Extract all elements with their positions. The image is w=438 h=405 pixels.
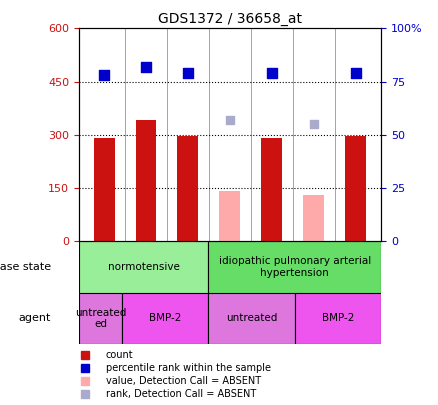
Bar	[208, 241, 381, 292]
Text: untreated
ed: untreated ed	[75, 308, 126, 329]
Bar	[304, 195, 325, 241]
Text: rank, Detection Call = ABSENT: rank, Detection Call = ABSENT	[106, 389, 256, 399]
Bar	[135, 120, 156, 241]
Point	[352, 70, 359, 76]
Title: GDS1372 / 36658_at: GDS1372 / 36658_at	[158, 12, 302, 26]
Text: normotensive: normotensive	[108, 262, 180, 272]
Bar	[79, 292, 122, 344]
Text: agent: agent	[18, 313, 51, 324]
Text: percentile rank within the sample: percentile rank within the sample	[106, 363, 271, 373]
Bar	[346, 136, 366, 241]
Text: untreated: untreated	[226, 313, 277, 324]
Point	[268, 70, 276, 76]
Point	[226, 117, 233, 123]
Text: disease state: disease state	[0, 262, 51, 272]
Bar	[79, 241, 208, 292]
Point	[100, 72, 107, 78]
Point	[184, 70, 191, 76]
Text: idiopathic pulmonary arterial
hypertension: idiopathic pulmonary arterial hypertensi…	[219, 256, 371, 277]
Bar	[261, 138, 283, 241]
Bar	[219, 191, 240, 241]
Point	[311, 121, 318, 127]
Text: count: count	[106, 350, 134, 360]
Bar	[122, 292, 208, 344]
Text: BMP-2: BMP-2	[149, 313, 181, 324]
Text: BMP-2: BMP-2	[321, 313, 354, 324]
Bar	[208, 292, 295, 344]
Bar	[177, 136, 198, 241]
Bar	[94, 138, 114, 241]
Bar	[295, 292, 381, 344]
Point	[142, 63, 149, 70]
Text: value, Detection Call = ABSENT: value, Detection Call = ABSENT	[106, 376, 261, 386]
